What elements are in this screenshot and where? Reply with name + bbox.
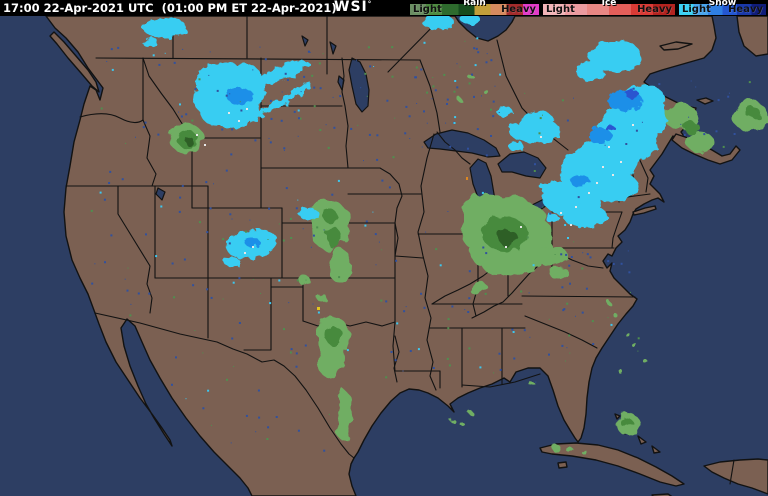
legend-rain-heavy: Heavy: [501, 4, 536, 15]
prince-edward-island: [696, 97, 714, 105]
ice-gradient-bar: [543, 4, 675, 15]
small-lake-2: [301, 35, 309, 47]
precip-legend: Rain Light Heavy Ice Light Heavy Snow Li…: [410, 0, 766, 16]
header-bar: 17:00 22-Apr-2021 UTC (01:00 PM ET 22-Ap…: [0, 0, 768, 16]
radar-map: [0, 16, 768, 496]
noise-speckle-layer: [90, 37, 751, 452]
legend-rain-light: Light: [413, 4, 442, 15]
legend-rain: Rain Light Heavy: [410, 0, 539, 16]
legend-snow-light: Light: [682, 4, 711, 15]
snow-gradient-bar: [679, 4, 766, 15]
radar-mix-layer: [196, 108, 634, 310]
lake-winnipeg: [348, 57, 370, 113]
anticosti-island: [659, 41, 693, 51]
rain-gradient-bar: [410, 4, 539, 15]
radar-snow-layer: [142, 16, 667, 267]
long-island: [632, 205, 657, 216]
small-lake-1: [329, 41, 337, 55]
legend-ice-label: Ice: [601, 0, 617, 8]
radar-map-svg: [0, 16, 768, 496]
legend-ice-light: Light: [546, 4, 575, 15]
legend-snow-heavy: Heavy: [728, 4, 763, 15]
hail-dot-orange: [466, 177, 468, 180]
lake-superior: [423, 129, 501, 158]
legend-ice-heavy: Heavy: [637, 4, 672, 15]
wsi-logo: WSI°: [334, 0, 373, 15]
great-salt-lake: [155, 187, 166, 201]
legend-rain-label: Rain: [463, 0, 486, 8]
legend-snow: Snow Light Heavy: [679, 0, 766, 16]
hail-dot-yellow: [317, 307, 320, 310]
isla-juventud: [557, 461, 568, 469]
legend-snow-label: Snow: [708, 0, 737, 8]
cuba: [539, 442, 685, 487]
timestamp-text: 17:00 22-Apr-2021 UTC (01:00 PM ET 22-Ap…: [3, 1, 337, 15]
legend-ice: Ice Light Heavy: [543, 0, 675, 16]
radar-rain-layer: [169, 73, 768, 454]
wsi-logo-mark: °: [367, 0, 373, 8]
newfoundland: [736, 16, 768, 57]
vancouver-island: [49, 31, 100, 93]
